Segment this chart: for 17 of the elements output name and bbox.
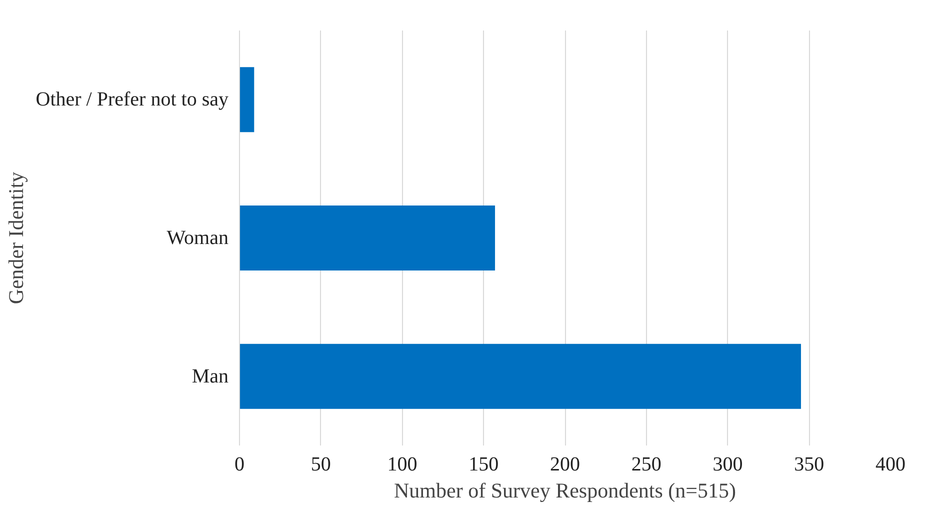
bar <box>240 344 801 409</box>
bar <box>240 205 496 271</box>
x-tick-label: 100 <box>387 454 418 476</box>
x-tick-label: 200 <box>550 454 580 476</box>
y-tick-label: Other / Prefer not to say <box>36 88 229 111</box>
y-tick-label: Man <box>192 365 229 388</box>
x-axis-title: Number of Survey Respondents (n=515) <box>394 478 736 502</box>
y-axis-title: Gender Identity <box>4 171 28 304</box>
x-tick-label: 150 <box>468 454 499 476</box>
x-tick-label: 350 <box>794 454 824 476</box>
x-tick-label: 250 <box>631 454 662 476</box>
x-tick-label: 300 <box>712 454 743 476</box>
x-tick-label: 50 <box>310 454 331 476</box>
y-tick-label: Woman <box>166 227 229 249</box>
x-tick-label: 0 <box>234 454 244 476</box>
x-tick-label: 400 <box>876 454 906 476</box>
bar <box>240 67 254 132</box>
